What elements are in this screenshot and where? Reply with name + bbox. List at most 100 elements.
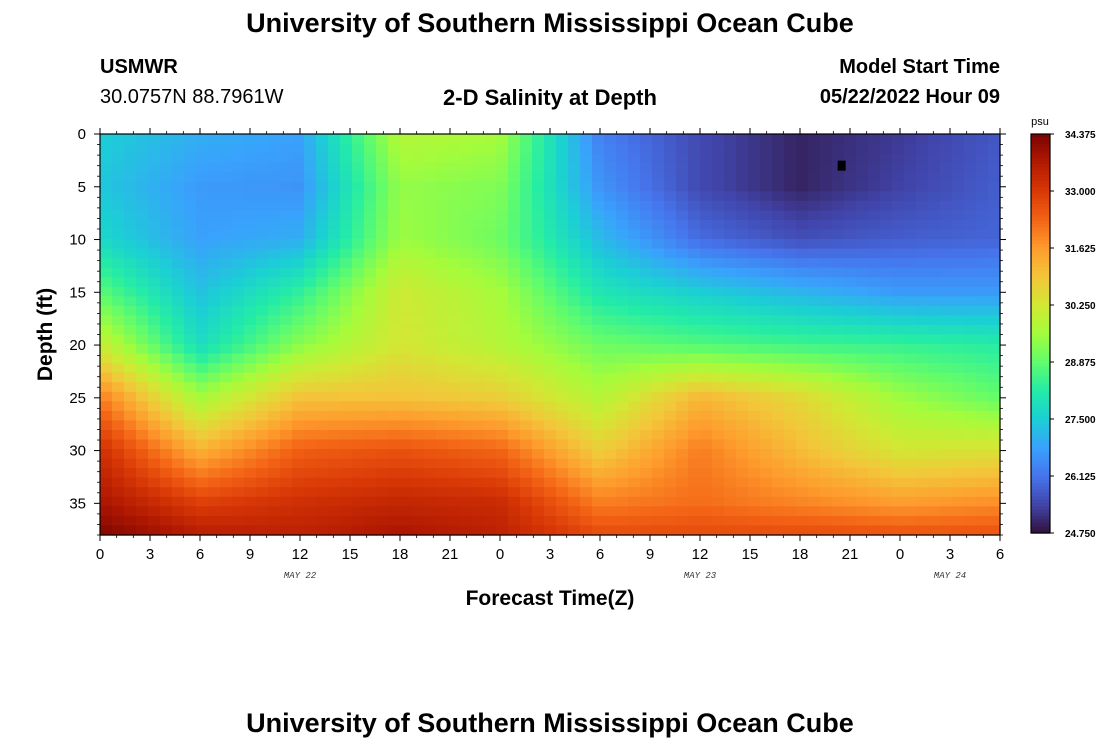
heatmap-cell — [196, 200, 209, 211]
heatmap-cell — [796, 363, 809, 374]
heatmap-cell — [580, 134, 593, 145]
heatmap-cell — [400, 391, 413, 402]
heatmap-cell — [928, 191, 941, 202]
heatmap-cell — [736, 191, 749, 202]
heatmap-cell — [520, 496, 533, 507]
heatmap-cell — [340, 229, 353, 240]
heatmap-cell — [280, 153, 293, 164]
colorbar-segment — [1031, 393, 1050, 398]
heatmap-cell — [676, 239, 689, 250]
heatmap-cell — [616, 420, 629, 431]
heatmap-cell — [604, 458, 617, 469]
heatmap-cell — [616, 439, 629, 450]
heatmap-cell — [160, 506, 173, 517]
heatmap-cell — [676, 353, 689, 364]
heatmap-cell — [172, 401, 185, 412]
heatmap-cell — [472, 439, 485, 450]
heatmap-cell — [100, 420, 113, 431]
heatmap-cell — [484, 391, 497, 402]
heatmap-cell — [796, 219, 809, 231]
heatmap-cell — [316, 420, 329, 431]
heatmap-cell — [640, 153, 653, 164]
heatmap-cell — [412, 506, 425, 517]
heatmap-cell — [448, 391, 461, 402]
heatmap-cell — [268, 277, 281, 288]
heatmap-cell — [388, 410, 401, 422]
heatmap-cell — [352, 410, 365, 422]
heatmap-cell — [736, 506, 749, 517]
heatmap-cell — [880, 439, 893, 450]
heatmap-cell — [364, 458, 377, 469]
heatmap-cell — [544, 363, 557, 374]
heatmap-cell — [220, 525, 233, 536]
colorbar-segment — [1031, 253, 1050, 258]
heatmap-cell — [988, 239, 1001, 250]
heatmap-cell — [928, 496, 941, 507]
heatmap-cell — [496, 200, 509, 211]
heatmap-cell — [292, 334, 305, 345]
heatmap-cell — [796, 429, 809, 441]
heatmap-cell — [868, 258, 881, 269]
heatmap-cell — [544, 200, 557, 211]
heatmap-cell — [280, 200, 293, 211]
heatmap-cell — [484, 162, 497, 173]
heatmap-cell — [928, 172, 941, 183]
heatmap-cell — [244, 143, 257, 154]
heatmap-cell — [328, 229, 341, 240]
heatmap-cell — [184, 506, 197, 517]
x-tick-label: 15 — [742, 546, 759, 563]
heatmap-cell — [604, 449, 617, 460]
heatmap-cell — [760, 296, 773, 307]
heatmap-cell — [784, 506, 797, 517]
heatmap-cell — [940, 439, 953, 450]
heatmap-cell — [628, 267, 641, 278]
heatmap-cell — [172, 420, 185, 431]
heatmap-cell — [604, 525, 617, 536]
heatmap-cell — [544, 458, 557, 469]
heatmap-cell — [556, 468, 569, 479]
heatmap-cell — [520, 468, 533, 479]
heatmap-cell — [652, 372, 665, 383]
heatmap-cell — [496, 401, 509, 412]
heatmap-cell — [268, 458, 281, 469]
heatmap-cell — [280, 191, 293, 202]
heatmap-cell — [700, 258, 713, 269]
heatmap-cell — [292, 153, 305, 164]
heatmap-cell — [316, 410, 329, 422]
heatmap-cell — [796, 410, 809, 422]
heatmap-cell — [580, 267, 593, 278]
heatmap-cell — [400, 229, 413, 240]
heatmap-cell — [628, 315, 641, 326]
x-tick-label: 9 — [646, 546, 654, 563]
heatmap-cell — [640, 229, 653, 240]
heatmap-cell — [160, 267, 173, 278]
heatmap-cell — [820, 277, 833, 288]
heatmap-cell — [904, 286, 917, 297]
heatmap-cell — [628, 525, 641, 536]
heatmap-cell — [556, 410, 569, 422]
heatmap-cell — [532, 210, 545, 221]
heatmap-cell — [652, 334, 665, 345]
heatmap-cell — [760, 449, 773, 460]
heatmap-cell — [424, 429, 437, 441]
heatmap-cell — [220, 315, 233, 326]
heatmap-cell — [424, 506, 437, 517]
heatmap-cell — [328, 258, 341, 269]
heatmap-cell — [676, 515, 689, 527]
heatmap-cell — [220, 162, 233, 173]
heatmap-cell — [508, 191, 521, 202]
heatmap-cell — [928, 162, 941, 173]
heatmap-cell — [364, 191, 377, 202]
heatmap-cell — [496, 439, 509, 450]
heatmap-cell — [400, 162, 413, 173]
heatmap-cell — [364, 344, 377, 355]
heatmap-cell — [652, 134, 665, 145]
heatmap-cell — [292, 258, 305, 269]
heatmap-cell — [412, 324, 425, 336]
heatmap-cell — [592, 506, 605, 517]
x-tick-label: 6 — [996, 546, 1004, 563]
heatmap-cell — [880, 191, 893, 202]
heatmap-cell — [796, 496, 809, 507]
heatmap-cell — [400, 401, 413, 412]
heatmap-cell — [988, 334, 1001, 345]
